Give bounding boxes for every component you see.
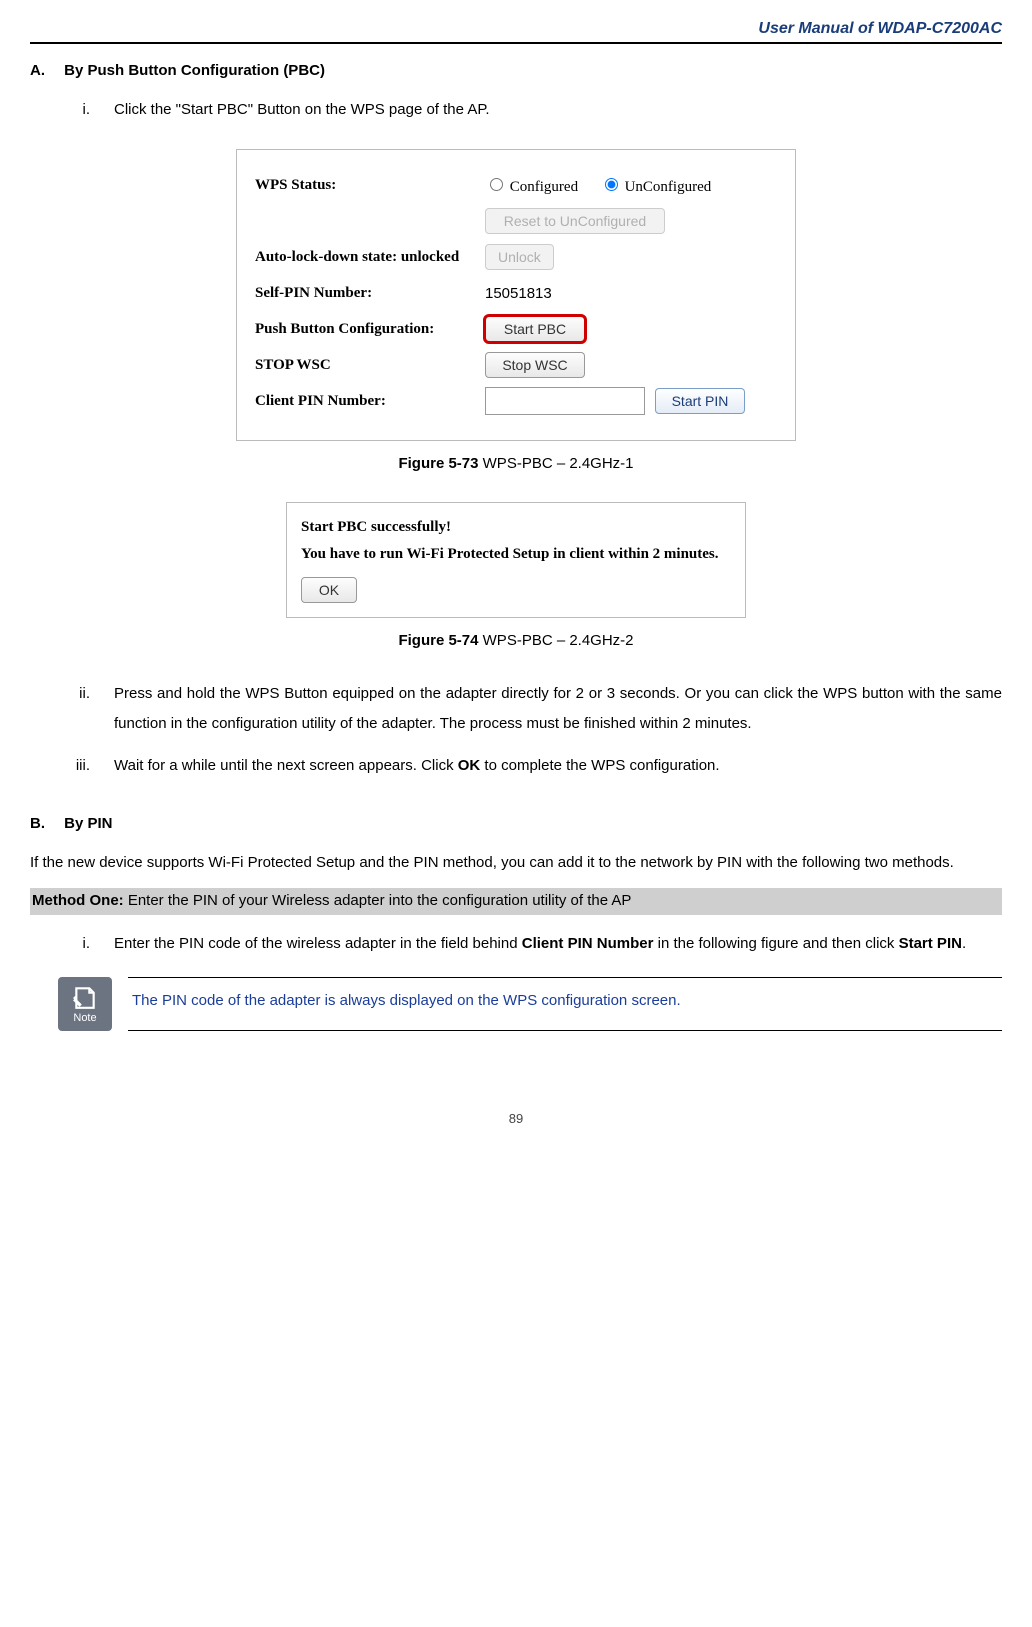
section-b-intro: If the new device supports Wi-Fi Protect…	[30, 848, 1002, 878]
bi-bold1: Client PIN Number	[522, 935, 654, 952]
fig2-bold: Figure 5-74	[398, 632, 478, 649]
iii-pre: Wait for a while until the next screen a…	[114, 757, 458, 774]
radio-configured-input[interactable]	[490, 178, 503, 191]
figure-5-73-wrap: WPS Status: Configured UnConfigured Rese…	[30, 149, 1002, 441]
selfpin-value: 15051813	[485, 285, 777, 302]
section-a-text: By Push Button Configuration (PBC)	[64, 62, 325, 79]
iii-bold: OK	[458, 757, 481, 774]
stop-wsc-button[interactable]: Stop WSC	[485, 352, 585, 378]
reset-unconfigured-button[interactable]: Reset to UnConfigured	[485, 208, 665, 234]
note-label: Note	[73, 1012, 96, 1024]
radio-configured-label: Configured	[510, 179, 578, 195]
radio-unconfigured-input[interactable]	[605, 178, 618, 191]
bi-mid: in the following figure and then click	[653, 935, 898, 952]
note-text: The PIN code of the adapter is always di…	[128, 977, 1002, 1031]
wps-panel: WPS Status: Configured UnConfigured Rese…	[236, 149, 796, 441]
section-b-letter: B.	[30, 815, 60, 832]
method-one-bar: Method One: Enter the PIN of your Wirele…	[30, 888, 1002, 915]
unlock-button[interactable]: Unlock	[485, 244, 554, 270]
ok-button[interactable]: OK	[301, 577, 357, 603]
list-num: ii.	[50, 679, 114, 739]
section-a-heading: A. By Push Button Configuration (PBC)	[30, 62, 1002, 79]
list-item-b-i: i. Enter the PIN code of the wireless ad…	[50, 929, 1002, 959]
note-icon: Note	[58, 977, 112, 1031]
page-header-title: User Manual of WDAP-C7200AC	[30, 20, 1002, 38]
pbc-success-panel: Start PBC successfully! You have to run …	[286, 502, 746, 618]
list-num: i.	[50, 95, 114, 125]
pbc-success-line2: You have to run Wi-Fi Protected Setup in…	[301, 546, 731, 563]
list-item-a-ii: ii. Press and hold the WPS Button equipp…	[50, 679, 1002, 739]
figure-5-73-caption: Figure 5-73 WPS-PBC – 2.4GHz-1	[30, 455, 1002, 472]
list-text: Wait for a while until the next screen a…	[114, 751, 1002, 781]
clientpin-label: Client PIN Number:	[255, 393, 485, 410]
client-pin-input[interactable]	[485, 387, 645, 415]
bi-pre: Enter the PIN code of the wireless adapt…	[114, 935, 522, 952]
figure-5-74-caption: Figure 5-74 WPS-PBC – 2.4GHz-2	[30, 632, 1002, 649]
fig2-rest: WPS-PBC – 2.4GHz-2	[478, 632, 633, 649]
selfpin-label: Self-PIN Number:	[255, 285, 485, 302]
bi-post: .	[962, 935, 966, 952]
page-number: 89	[30, 1111, 1002, 1126]
list-num: i.	[50, 929, 114, 959]
list-item-a-iii: iii. Wait for a while until the next scr…	[50, 751, 1002, 781]
list-text: Press and hold the WPS Button equipped o…	[114, 679, 1002, 739]
wps-status-label: WPS Status:	[255, 177, 485, 194]
header-divider	[30, 42, 1002, 44]
radio-configured[interactable]: Configured	[485, 179, 578, 195]
wps-status-radios: Configured UnConfigured	[485, 175, 777, 196]
section-b-heading: B. By PIN	[30, 815, 1002, 832]
method-one-bold: Method One:	[32, 892, 124, 909]
start-pbc-button[interactable]: Start PBC	[485, 316, 585, 342]
radio-unconfigured[interactable]: UnConfigured	[600, 179, 711, 195]
list-num: iii.	[50, 751, 114, 781]
list-text: Enter the PIN code of the wireless adapt…	[114, 929, 1002, 959]
figure-5-74-wrap: Start PBC successfully! You have to run …	[30, 502, 1002, 618]
section-b-text: By PIN	[64, 815, 112, 832]
radio-unconfigured-label: UnConfigured	[625, 179, 712, 195]
stopwsc-label: STOP WSC	[255, 357, 485, 374]
start-pin-button[interactable]: Start PIN	[655, 388, 745, 414]
section-a-letter: A.	[30, 62, 60, 79]
pbc-success-line1: Start PBC successfully!	[301, 519, 731, 536]
list-item-a-i: i. Click the "Start PBC" Button on the W…	[50, 95, 1002, 125]
autolock-label: Auto-lock-down state: unlocked	[255, 249, 485, 266]
pbc-label: Push Button Configuration:	[255, 321, 485, 338]
method-one-rest: Enter the PIN of your Wireless adapter i…	[124, 892, 632, 909]
list-text: Click the "Start PBC" Button on the WPS …	[114, 95, 1002, 125]
iii-post: to complete the WPS configuration.	[480, 757, 719, 774]
note-box: Note The PIN code of the adapter is alwa…	[58, 977, 1002, 1031]
fig1-rest: WPS-PBC – 2.4GHz-1	[478, 455, 633, 472]
bi-bold2: Start PIN	[899, 935, 962, 952]
fig1-bold: Figure 5-73	[398, 455, 478, 472]
